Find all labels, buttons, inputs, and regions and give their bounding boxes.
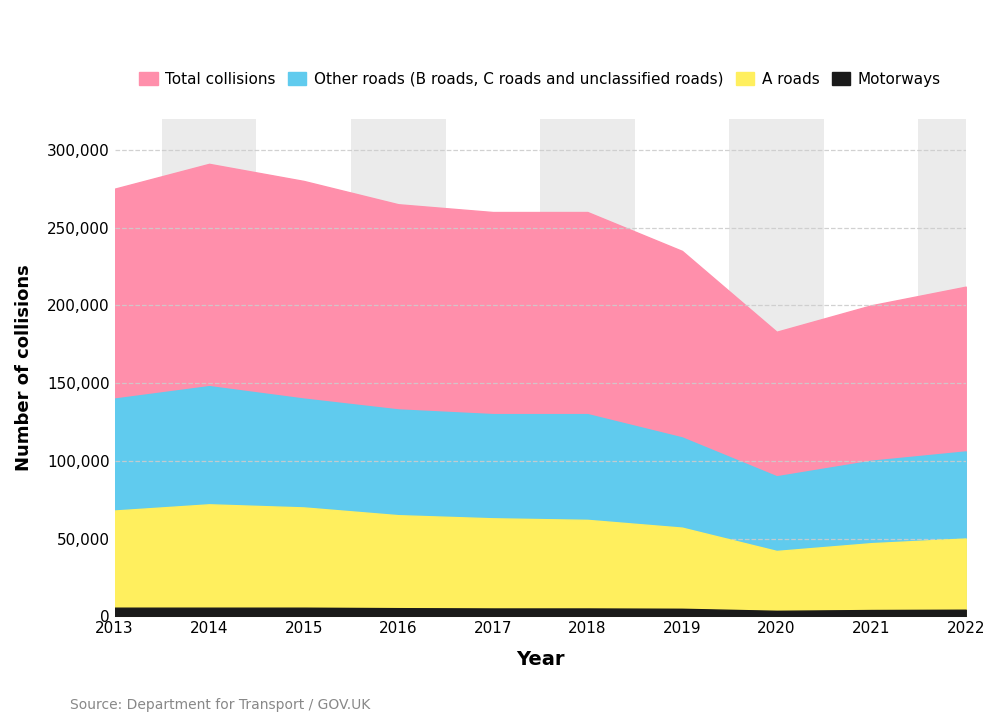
Bar <box>540 119 635 616</box>
X-axis label: Year: Year <box>516 650 564 669</box>
Y-axis label: Number of collisions: Number of collisions <box>15 264 33 471</box>
Text: Source: Department for Transport / GOV.UK: Source: Department for Transport / GOV.U… <box>70 698 370 712</box>
Legend: Total collisions, Other roads (B roads, C roads and unclassified roads), A roads: Total collisions, Other roads (B roads, … <box>139 72 941 86</box>
Bar <box>918 119 1000 616</box>
Bar <box>729 119 824 616</box>
Bar <box>351 119 446 616</box>
Bar <box>162 119 256 616</box>
